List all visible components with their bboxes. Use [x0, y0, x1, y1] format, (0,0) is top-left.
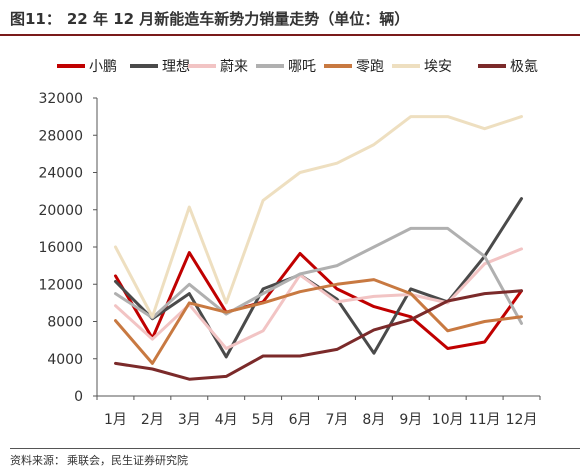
- chart-series: [114, 115, 523, 381]
- legend-label: 蔚来: [220, 59, 248, 75]
- series-line-零跑: [114, 278, 523, 365]
- series-line-埃安: [114, 115, 523, 319]
- chart-legend: 小鹏 理想 蔚来 哪吒 零跑 埃安 极氪: [57, 59, 538, 75]
- x-tick-label: 11月: [469, 412, 501, 428]
- x-tick-label: 6月: [289, 412, 312, 428]
- source-note: 资料来源： 乘联会，民生证券研究院: [10, 448, 580, 468]
- chart-axes: 0 4000 8000 12000 16000 20000 24000 28000 32000 1…: [38, 91, 541, 428]
- x-tick-label: 12月: [506, 412, 538, 428]
- y-tick-label: 8000: [47, 315, 83, 331]
- line-chart: 小鹏 理想 蔚来 哪吒 零跑 埃安 极氪 0 4000 8000 12000 16000 20000 2…: [38, 59, 541, 428]
- series-line-小鹏: [114, 251, 523, 350]
- y-tick-label: 0: [74, 389, 83, 405]
- x-tick-label: 8月: [362, 412, 385, 428]
- y-tick-label: 4000: [47, 352, 83, 368]
- y-tick-label: 28000: [38, 128, 83, 144]
- series-line-极氪: [114, 289, 523, 381]
- legend-label: 极氪: [510, 59, 538, 75]
- series-line-哪吒: [114, 226, 523, 325]
- x-tick-label: 10月: [432, 412, 464, 428]
- x-tick-label: 7月: [325, 412, 348, 428]
- legend-label: 理想: [162, 59, 190, 75]
- y-tick-label: 32000: [38, 91, 83, 107]
- source-text: 乘联会，民生证券研究院: [67, 454, 188, 467]
- y-tick-label: 24000: [38, 166, 83, 182]
- x-tick-label: 9月: [399, 412, 422, 428]
- x-tick-label: 2月: [141, 412, 164, 428]
- figure-title-bar: 图11： 22 年 12 月新能造车新势力销量走势（单位：辆）: [0, 0, 580, 36]
- series-line-理想: [114, 197, 523, 359]
- legend-label: 小鹏: [89, 59, 117, 75]
- figure-title: 22 年 12 月新能造车新势力销量走势（单位：辆）: [66, 10, 410, 28]
- figure-label: 图11：: [10, 10, 61, 28]
- x-tick-label: 3月: [178, 412, 201, 428]
- legend-label: 埃安: [424, 59, 452, 75]
- y-tick-label: 20000: [38, 203, 83, 219]
- y-tick-label: 16000: [38, 240, 83, 256]
- x-tick-label: 5月: [252, 412, 275, 428]
- x-tick-label: 4月: [215, 412, 238, 428]
- source-label: 资料来源：: [10, 454, 65, 467]
- legend-label: 零跑: [356, 59, 384, 75]
- y-tick-label: 12000: [38, 277, 83, 293]
- legend-label: 哪吒: [288, 59, 316, 75]
- x-tick-label: 1月: [104, 412, 127, 428]
